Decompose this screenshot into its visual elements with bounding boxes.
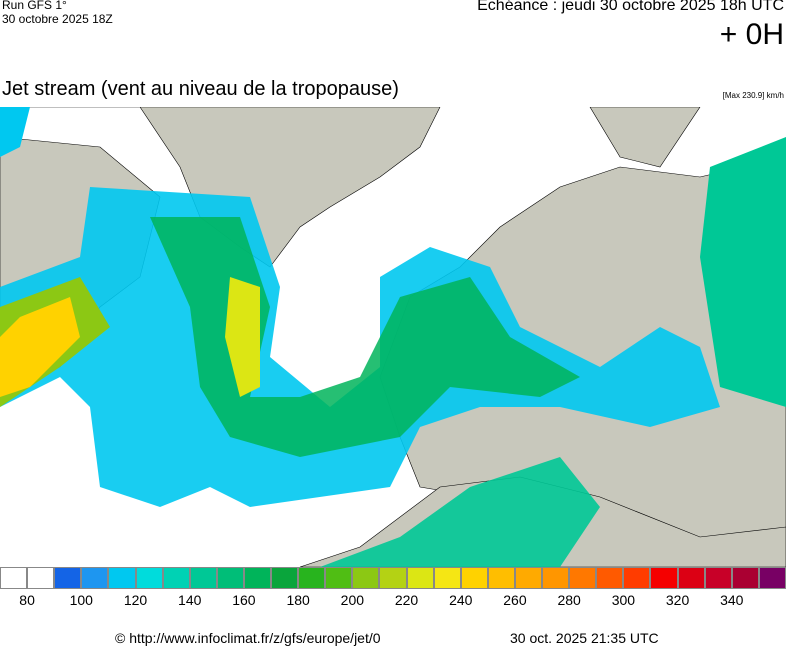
color-scale — [0, 567, 786, 589]
jet-areas — [0, 107, 786, 567]
color-swatch — [189, 567, 217, 589]
color-swatch — [758, 567, 786, 589]
tick-label: 220 — [394, 592, 419, 608]
color-swatch — [433, 567, 461, 589]
color-swatch — [460, 567, 488, 589]
color-swatch — [243, 567, 272, 589]
color-swatch — [81, 567, 109, 589]
color-swatch — [0, 567, 28, 589]
tick-label: 260 — [503, 592, 527, 608]
map — [0, 107, 786, 567]
tick-label: 100 — [69, 592, 93, 608]
color-swatch — [514, 567, 543, 589]
tick-label: 120 — [123, 592, 148, 608]
title: Jet stream (vent au niveau de la tropopa… — [2, 78, 399, 100]
timestamp: 30 oct. 2025 21:35 UTC — [510, 630, 659, 646]
color-swatch — [650, 567, 678, 589]
max-value: [Max 230.9] km/h — [722, 91, 784, 100]
tick-label: 300 — [611, 592, 636, 608]
color-swatch — [542, 567, 570, 589]
run-label: Run GFS 1° — [2, 0, 67, 12]
color-swatch — [704, 567, 732, 589]
tick-label: 180 — [286, 592, 310, 608]
source-url: © http://www.infoclimat.fr/z/gfs/europe/… — [115, 630, 381, 646]
color-swatch — [135, 567, 163, 589]
color-swatch — [352, 567, 380, 589]
tick-label: 240 — [449, 592, 473, 608]
tick-label: 200 — [340, 592, 365, 608]
echeance: Echéance : jeudi 30 octobre 2025 18h UTC — [477, 0, 784, 14]
tick-label: 80 — [19, 592, 35, 608]
tick-label: 160 — [232, 592, 256, 608]
color-swatch — [325, 567, 353, 589]
color-scale-ticks: 80 100 120 140 160 180 200 220 240 260 280 300 320 34… — [0, 592, 786, 612]
color-swatch — [731, 567, 759, 589]
tick-label: 280 — [557, 592, 581, 608]
color-swatch — [162, 567, 190, 589]
color-swatch — [271, 567, 299, 589]
color-swatch — [623, 567, 651, 589]
tick-label: 140 — [178, 592, 202, 608]
color-swatch — [569, 567, 597, 589]
color-swatch — [54, 567, 82, 589]
color-swatch — [298, 567, 326, 589]
run-date: 30 octobre 2025 18Z — [2, 12, 113, 26]
color-swatch — [406, 567, 434, 589]
color-swatch — [108, 567, 136, 589]
color-swatch — [677, 567, 705, 589]
tick-label: 320 — [665, 592, 690, 608]
color-swatch — [487, 567, 515, 589]
color-swatch — [216, 567, 244, 589]
color-swatch — [27, 567, 55, 589]
offset: + 0H — [719, 18, 784, 51]
color-swatch — [596, 567, 624, 589]
tick-label: 340 — [720, 592, 744, 608]
color-swatch — [379, 567, 407, 589]
